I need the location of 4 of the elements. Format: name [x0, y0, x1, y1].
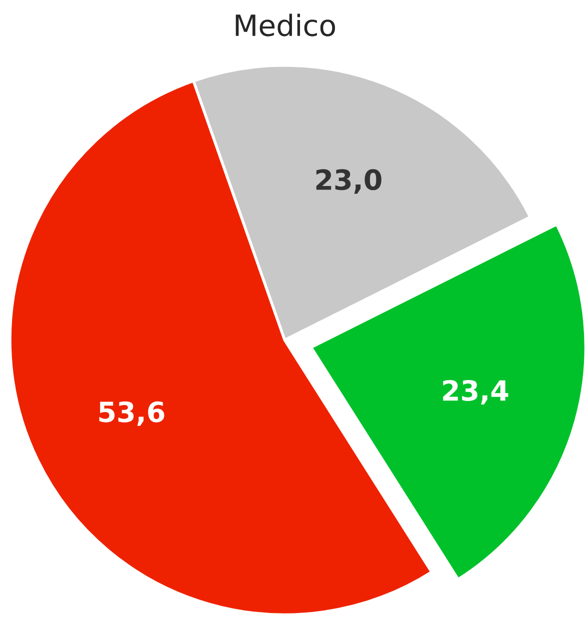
data-label: 23,4 [443, 380, 508, 405]
chart-title: Medico [236, 14, 336, 36]
data-label: 23,0 [316, 169, 382, 194]
data-label: 53,6 [99, 401, 164, 426]
